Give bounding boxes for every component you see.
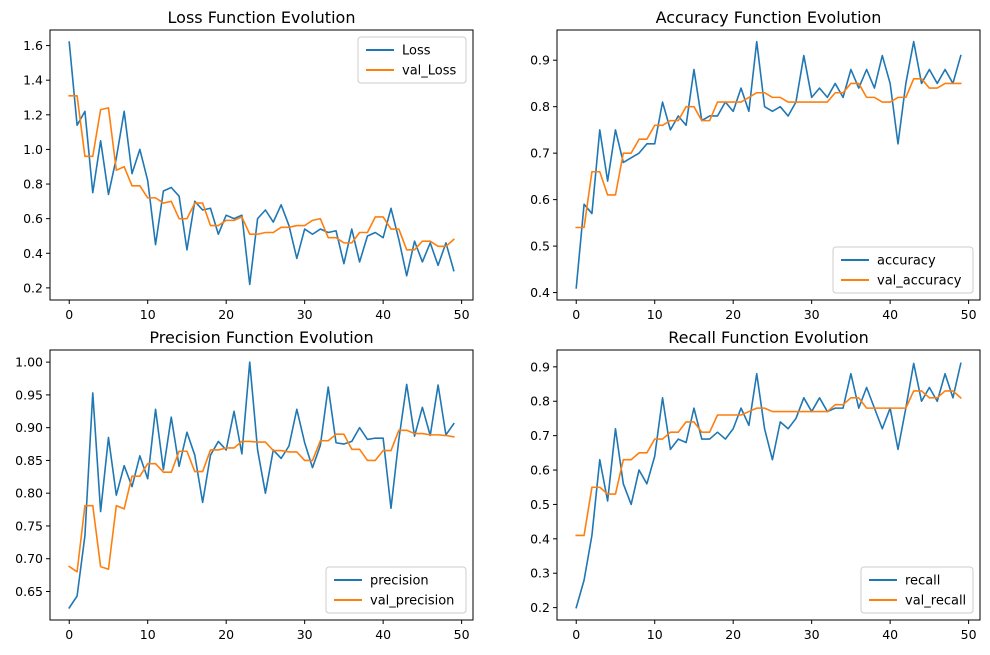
- x-tick-label: 40: [375, 307, 391, 322]
- legend-label: val_accuracy: [877, 274, 962, 289]
- legend-label: recall: [905, 574, 940, 589]
- x-tick-label: 50: [454, 627, 470, 642]
- axes-frame: [49, 29, 474, 301]
- x-tick-label: 10: [140, 627, 156, 642]
- x-tick-label: 20: [725, 627, 741, 642]
- y-tick-label: 0.6: [530, 192, 550, 207]
- y-tick-label: 0.9: [530, 53, 550, 68]
- x-tick-label: 40: [375, 627, 391, 642]
- legend-box: [860, 566, 974, 614]
- y-tick-label: 0.2: [23, 280, 43, 295]
- legend: recall val_recall: [860, 566, 974, 614]
- x-tick-label: 50: [454, 307, 470, 322]
- y-tick-label: 0.85: [15, 453, 43, 468]
- y-tick-label: 0.7: [530, 428, 550, 443]
- y-tick-label: 0.95: [15, 387, 43, 402]
- x-tick-label: 50: [961, 307, 977, 322]
- x-tick-label: 0: [65, 307, 73, 322]
- x-tick-label: 50: [961, 627, 977, 642]
- x-tick-label: 40: [882, 627, 898, 642]
- x-tick-label: 10: [140, 307, 156, 322]
- legend-box: [325, 566, 467, 614]
- y-tick-label: 0.8: [530, 99, 550, 114]
- y-tick-label: 1.4: [23, 73, 43, 88]
- chart-panel-4: Recall Function Evolution 0 10 20 30 40 50 0.2 0…: [530, 328, 981, 642]
- series-line-accuracy: [575, 40, 962, 289]
- y-tick-label: 0.65: [15, 584, 43, 599]
- y-tick-label: 0.70: [15, 551, 43, 566]
- chart-panel-3: Precision Function Evolution 0 10 20 30 40 50 0…: [15, 328, 474, 642]
- x-tick-label: 0: [572, 627, 580, 642]
- y-tick-label: 0.2: [530, 600, 550, 615]
- y-tick-label: 0.6: [530, 463, 550, 478]
- x-tick-label: 20: [218, 627, 234, 642]
- legend-box: [832, 246, 974, 294]
- y-tick-label: 1.0: [23, 142, 43, 157]
- y-tick-label: 1.00: [15, 355, 43, 370]
- chart-title: Accuracy Function Evolution: [656, 8, 882, 27]
- y-tick-label: 0.9: [530, 359, 550, 374]
- x-tick-label: 10: [647, 307, 663, 322]
- y-tick-label: 0.80: [15, 486, 43, 501]
- chart-panel-2: Accuracy Function Evolution 0 10 20 30 40 50 0.…: [530, 8, 981, 322]
- series-line-val-accuracy: [575, 78, 962, 229]
- y-tick-label: 1.2: [23, 107, 43, 122]
- y-tick-label: 0.6: [23, 211, 43, 226]
- legend: precision val_precision: [325, 566, 467, 614]
- chart-title: Precision Function Evolution: [149, 328, 373, 347]
- x-tick-label: 30: [804, 627, 820, 642]
- x-tick-label: 10: [647, 627, 663, 642]
- legend-label: Loss: [402, 44, 431, 59]
- x-tick-label: 20: [725, 307, 741, 322]
- legend: Loss val_Loss: [357, 36, 467, 84]
- axes-frame: [49, 349, 474, 621]
- y-tick-label: 0.5: [530, 239, 550, 254]
- chart-title: Recall Function Evolution: [668, 328, 869, 347]
- legend-box: [357, 36, 467, 84]
- y-tick-label: 0.4: [23, 246, 43, 261]
- legend-label: precision: [370, 574, 429, 589]
- x-tick-label: 0: [65, 627, 73, 642]
- y-tick-label: 0.3: [530, 566, 550, 581]
- series-line-val-precision: [68, 429, 455, 573]
- legend-label: accuracy: [877, 254, 936, 269]
- x-tick-label: 30: [297, 307, 313, 322]
- y-tick-label: 0.8: [530, 394, 550, 409]
- x-tick-label: 40: [882, 307, 898, 322]
- y-tick-label: 0.5: [530, 497, 550, 512]
- chart-panel-1: Loss Function Evolution 0 10 20 30 40 50 0.2 0.4…: [23, 8, 474, 322]
- legend-label: val_Loss: [402, 64, 457, 79]
- legend: accuracy val_accuracy: [832, 246, 974, 294]
- x-tick-label: 30: [804, 307, 820, 322]
- series-line-precision: [68, 361, 455, 609]
- y-tick-label: 0.8: [23, 177, 43, 192]
- chart-title: Loss Function Evolution: [168, 8, 356, 27]
- y-tick-label: 0.4: [530, 285, 550, 300]
- axes-frame: [556, 29, 981, 301]
- y-tick-label: 0.7: [530, 146, 550, 161]
- legend-label: val_recall: [905, 594, 966, 609]
- y-tick-label: 0.90: [15, 420, 43, 435]
- x-tick-label: 0: [572, 307, 580, 322]
- x-tick-label: 20: [218, 307, 234, 322]
- series-line-loss: [68, 41, 455, 286]
- series-line-recall: [575, 362, 962, 609]
- y-tick-label: 0.4: [530, 531, 550, 546]
- series-line-val-loss: [68, 94, 455, 251]
- series-line-val-recall: [575, 390, 962, 537]
- y-tick-label: 0.75: [15, 518, 43, 533]
- axes-frame: [556, 349, 981, 621]
- y-tick-label: 1.6: [23, 38, 43, 53]
- x-tick-label: 30: [297, 627, 313, 642]
- legend-label: val_precision: [370, 594, 454, 609]
